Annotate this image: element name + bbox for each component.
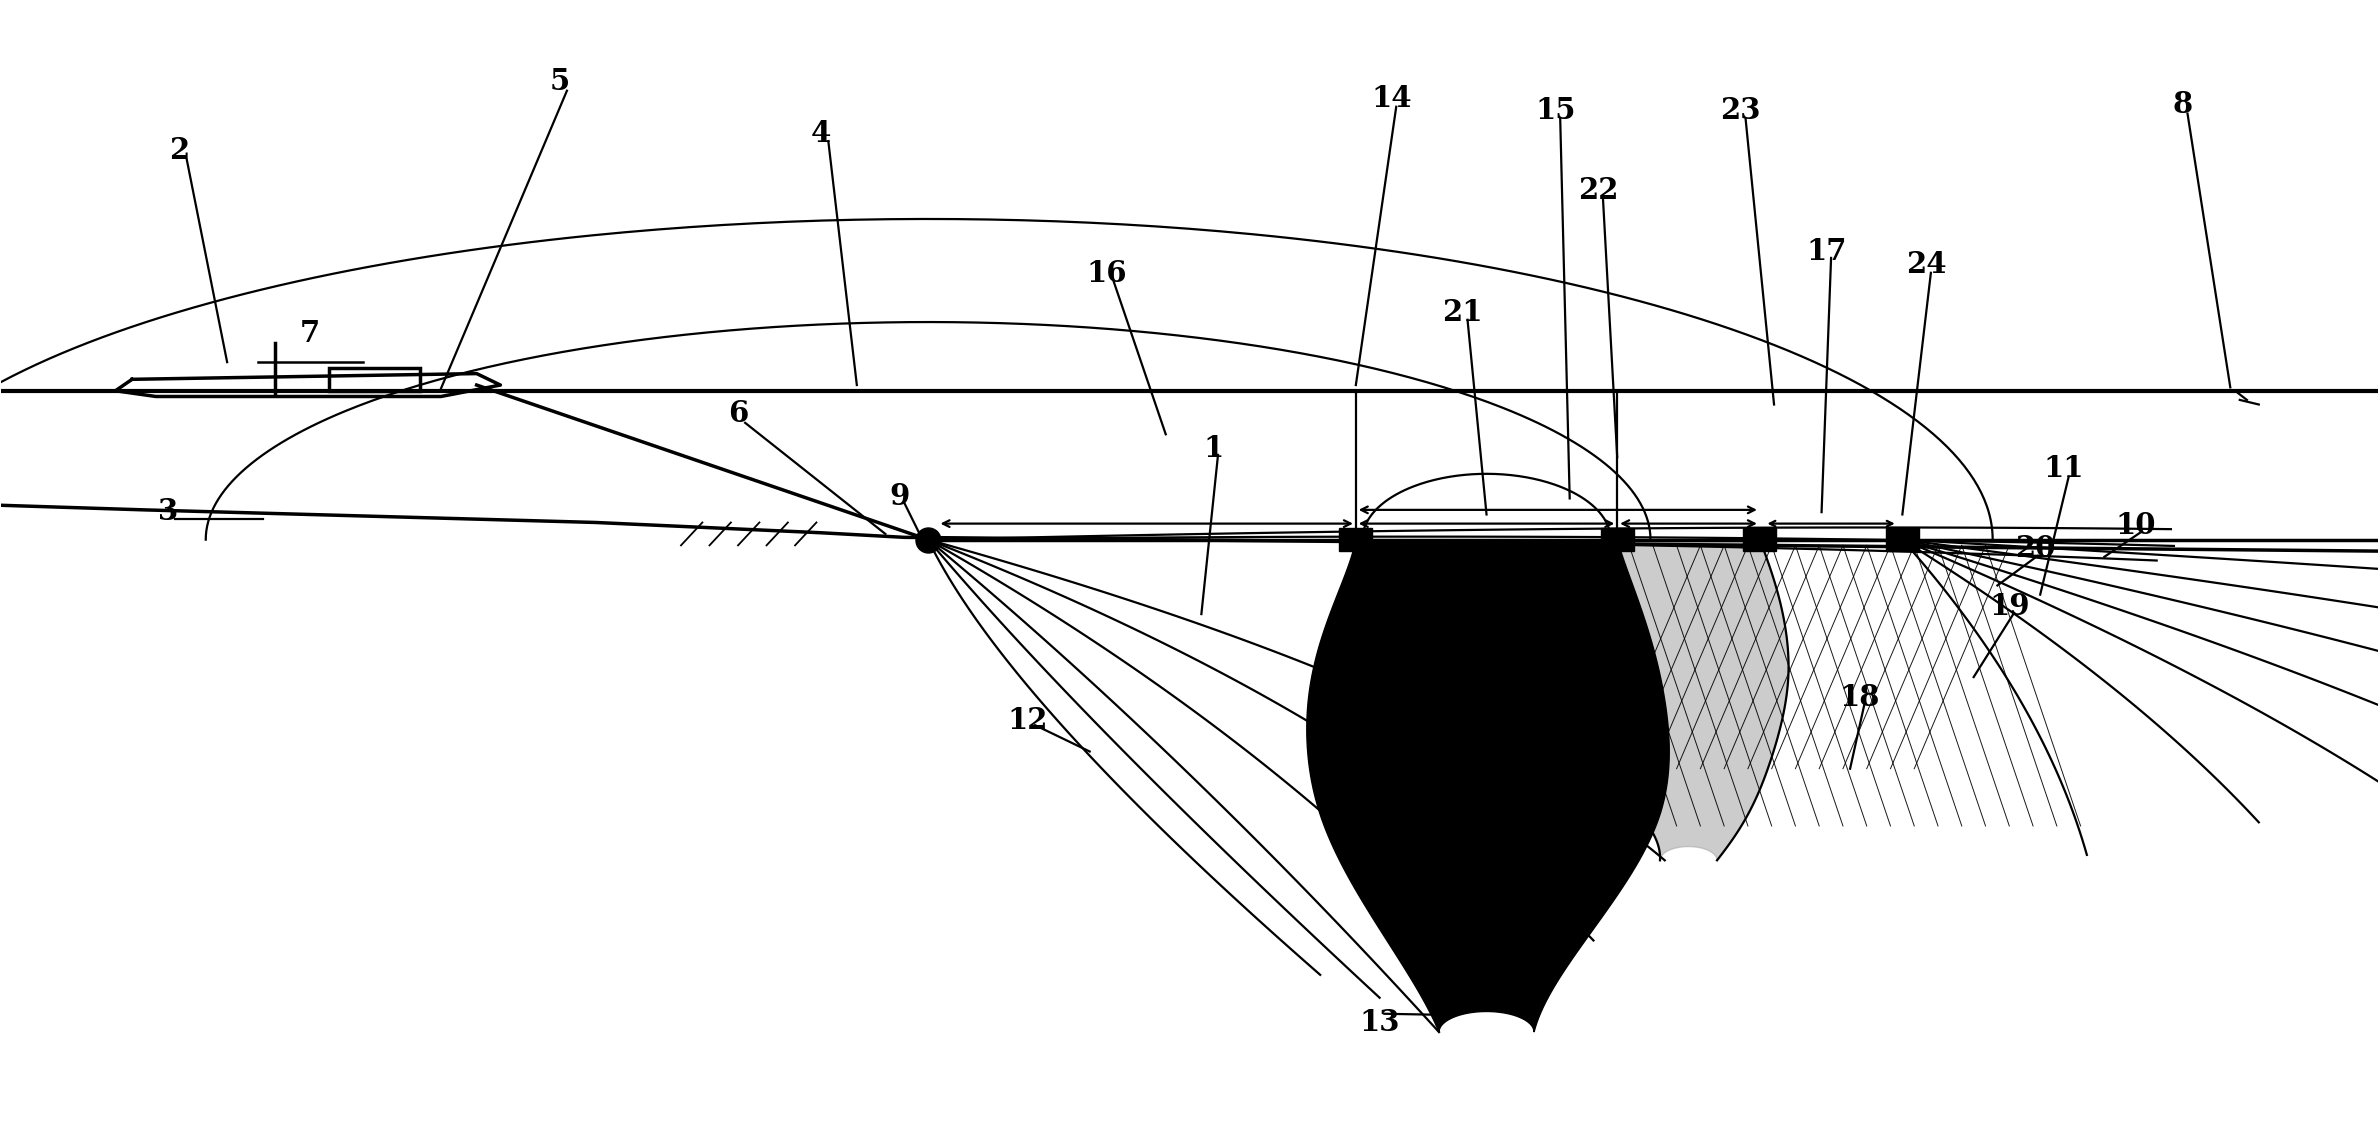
Text: 2: 2: [169, 135, 190, 165]
Text: 5: 5: [550, 67, 571, 96]
Text: 12: 12: [1009, 706, 1049, 735]
Polygon shape: [1589, 540, 1789, 860]
Text: 11: 11: [2044, 455, 2084, 483]
Text: 22: 22: [1577, 176, 1618, 204]
Text: 21: 21: [1442, 298, 1482, 327]
Text: 9: 9: [890, 482, 909, 511]
Text: 6: 6: [728, 400, 749, 428]
Polygon shape: [1306, 540, 1670, 1032]
Bar: [1339, 528, 1373, 551]
Text: 18: 18: [1839, 683, 1879, 712]
Text: 24: 24: [1906, 250, 1946, 279]
Text: 14: 14: [1370, 84, 1411, 114]
Text: 4: 4: [811, 118, 830, 148]
Bar: [1887, 528, 1920, 551]
Text: 7: 7: [300, 319, 321, 348]
Text: 20: 20: [2015, 534, 2055, 564]
Bar: [328, 367, 419, 390]
Text: 1: 1: [1204, 434, 1223, 463]
Text: 15: 15: [1534, 95, 1575, 125]
Bar: [1744, 528, 1777, 551]
Text: 16: 16: [1087, 259, 1128, 288]
Text: 3: 3: [157, 497, 178, 526]
Text: 17: 17: [1806, 236, 1846, 265]
Text: 8: 8: [2172, 90, 2193, 119]
Text: 19: 19: [1989, 591, 2029, 621]
Bar: [1601, 528, 1634, 551]
Text: 23: 23: [1720, 95, 1760, 125]
Text: 13: 13: [1358, 1008, 1399, 1038]
Text: 10: 10: [2115, 511, 2155, 541]
